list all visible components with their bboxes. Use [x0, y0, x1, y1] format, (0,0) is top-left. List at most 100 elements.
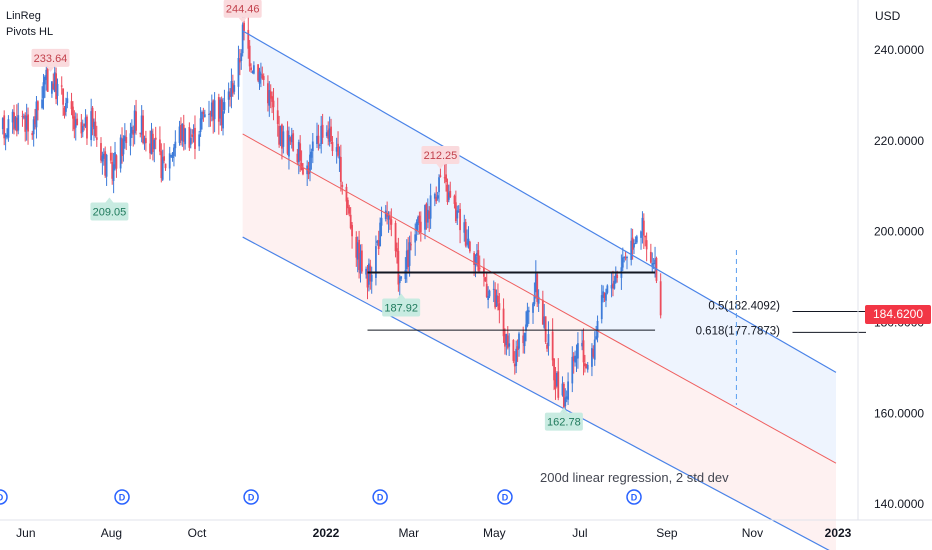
candle-body [445, 174, 447, 183]
dividend-label: D [248, 493, 255, 503]
candle-body [439, 175, 442, 177]
candle-body [114, 152, 116, 166]
candle-body [339, 157, 342, 182]
pivot-pointer [238, 17, 247, 23]
candle-body [512, 340, 515, 361]
candle-body [584, 363, 586, 367]
candle-body [631, 237, 634, 250]
candle-body [220, 99, 223, 126]
candle-body [104, 151, 107, 176]
candle-body [613, 280, 616, 289]
candle-body [159, 139, 161, 152]
candle-body [140, 115, 143, 135]
x-tick-label: Oct [188, 526, 207, 540]
candle-body [338, 156, 341, 159]
candle-body [547, 334, 550, 347]
candle-body [203, 114, 206, 118]
candle-body [614, 273, 617, 283]
candle-body [139, 132, 142, 134]
candle-body [174, 141, 177, 149]
candle-body [288, 135, 290, 157]
candle-body [62, 88, 65, 105]
candle-body [271, 96, 274, 102]
candle-body [435, 196, 438, 202]
pivot-low-box [90, 202, 129, 221]
candle-body [72, 106, 74, 119]
candle-body [456, 210, 459, 219]
candle-body [659, 281, 662, 316]
candle-body [173, 147, 175, 156]
candle-body [487, 295, 490, 300]
candle-body [600, 295, 603, 320]
candle-body [398, 276, 401, 284]
candle-body [289, 137, 292, 142]
candle-body [429, 195, 432, 219]
candle-body [248, 45, 251, 67]
candle-body [498, 303, 501, 311]
pivot-high-box [223, 0, 262, 18]
candle-body [464, 221, 467, 246]
candle-body [318, 144, 321, 146]
candle-body [348, 207, 351, 214]
candle-body [466, 242, 468, 244]
x-tick-label: May [483, 526, 506, 540]
candle-body [282, 131, 285, 147]
channel-upper-line [242, 30, 837, 373]
candle-body [199, 118, 202, 132]
candle-body [603, 292, 606, 298]
candle-body [223, 102, 226, 111]
candle-body [259, 73, 262, 75]
candle-body [90, 111, 93, 141]
candle-body [554, 379, 557, 389]
candle-body [325, 132, 328, 137]
x-tick-label: Jun [16, 526, 35, 540]
candle-body [320, 125, 323, 145]
candle-body [269, 91, 272, 99]
candle-body [473, 252, 476, 265]
candle-body [109, 152, 112, 161]
candle-body [474, 256, 477, 266]
candle-body [565, 396, 568, 399]
candle-body [341, 184, 344, 187]
candle-body [365, 268, 368, 275]
candle-body [417, 217, 419, 226]
candle-body [593, 339, 596, 360]
indicator-linreg[interactable]: LinReg [6, 10, 41, 22]
pivot-pointer [105, 197, 114, 203]
candle-body [317, 135, 320, 144]
candle-body [91, 107, 94, 128]
candle-body [506, 335, 509, 348]
x-tick-label: Aug [101, 526, 122, 540]
candle-body [567, 381, 569, 400]
candle-body [557, 371, 560, 398]
candle-body [13, 112, 15, 130]
candle-body [424, 205, 426, 230]
candle-body [43, 76, 46, 85]
candle-body [425, 203, 428, 223]
candle-body [81, 125, 84, 133]
candle-body [369, 265, 372, 282]
candle-body [488, 290, 491, 297]
indicator-pivots[interactable]: Pivots HL [6, 26, 54, 38]
candle-body [426, 209, 429, 223]
candle-body [163, 156, 166, 161]
candle-body [571, 356, 574, 384]
candle-body [438, 177, 440, 193]
candle-body [86, 116, 88, 139]
pivot-high-label: 212.25 [424, 150, 458, 162]
candle-body [359, 253, 362, 274]
candle-body [404, 270, 407, 280]
candle-body [428, 211, 431, 219]
candle-body [572, 356, 575, 362]
candle-body [595, 336, 598, 340]
pivot-low-box [382, 298, 421, 317]
candle-body [415, 221, 418, 232]
candle-body [492, 288, 495, 290]
candle-body [467, 238, 470, 246]
candle-body [476, 252, 478, 256]
candle-body [635, 236, 638, 243]
pivot-pointer [397, 293, 406, 299]
candle-body [302, 168, 304, 175]
candle-body [208, 113, 210, 115]
